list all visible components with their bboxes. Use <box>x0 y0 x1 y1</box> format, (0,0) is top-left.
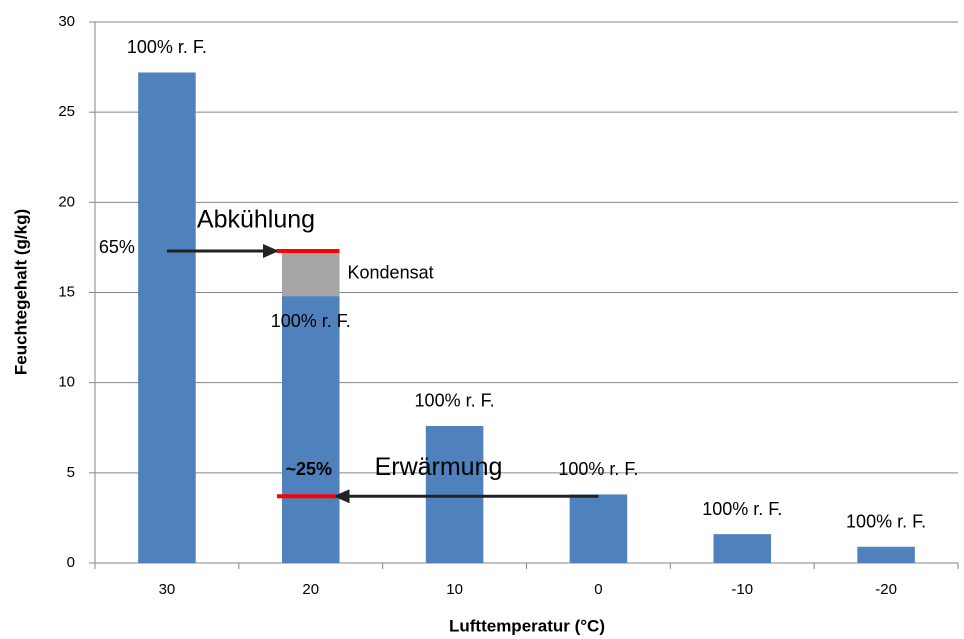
x-tick-label: 30 <box>159 581 176 598</box>
y-tick-label: 30 <box>58 13 75 30</box>
bar <box>569 494 628 563</box>
x-tick-label: -10 <box>731 581 753 598</box>
bar-label: 100% r. F. <box>415 391 495 411</box>
y-tick-label: 5 <box>67 464 75 481</box>
y-tick-label: 25 <box>58 103 75 120</box>
x-tick-label: 20 <box>302 581 319 598</box>
bar-label: 100% r. F. <box>558 459 638 479</box>
y-tick-label: 15 <box>58 283 75 300</box>
bar <box>713 534 772 563</box>
bar-label: 100% r. F. <box>702 499 782 519</box>
bar-label: 100% r. F. <box>127 37 207 57</box>
x-tick-label: 10 <box>446 581 463 598</box>
y-axis-title: Feuchtegehalt (g/kg) <box>11 209 30 375</box>
bar-label: 100% r. F. <box>846 512 926 532</box>
segment-label: Kondensat <box>348 262 434 282</box>
cooling-start-label: 65% <box>99 237 135 257</box>
heating-label: Erwärmung <box>375 453 503 481</box>
bar <box>281 296 340 563</box>
y-tick-label: 10 <box>58 374 75 391</box>
x-tick-label: 0 <box>594 581 602 598</box>
y-tick-label: 0 <box>67 554 75 571</box>
x-axis-title: Lufttemperatur (°C) <box>449 616 605 635</box>
bar <box>138 72 196 563</box>
y-tick-label: 20 <box>58 193 75 210</box>
bar <box>281 251 340 297</box>
bar <box>425 425 484 563</box>
bar-label: 100% r. F. <box>271 311 351 331</box>
bar <box>857 546 915 563</box>
heating-end-label: ~25% <box>285 459 332 479</box>
cooling-label: Abkühlung <box>197 206 315 234</box>
x-tick-label: -20 <box>875 581 897 598</box>
